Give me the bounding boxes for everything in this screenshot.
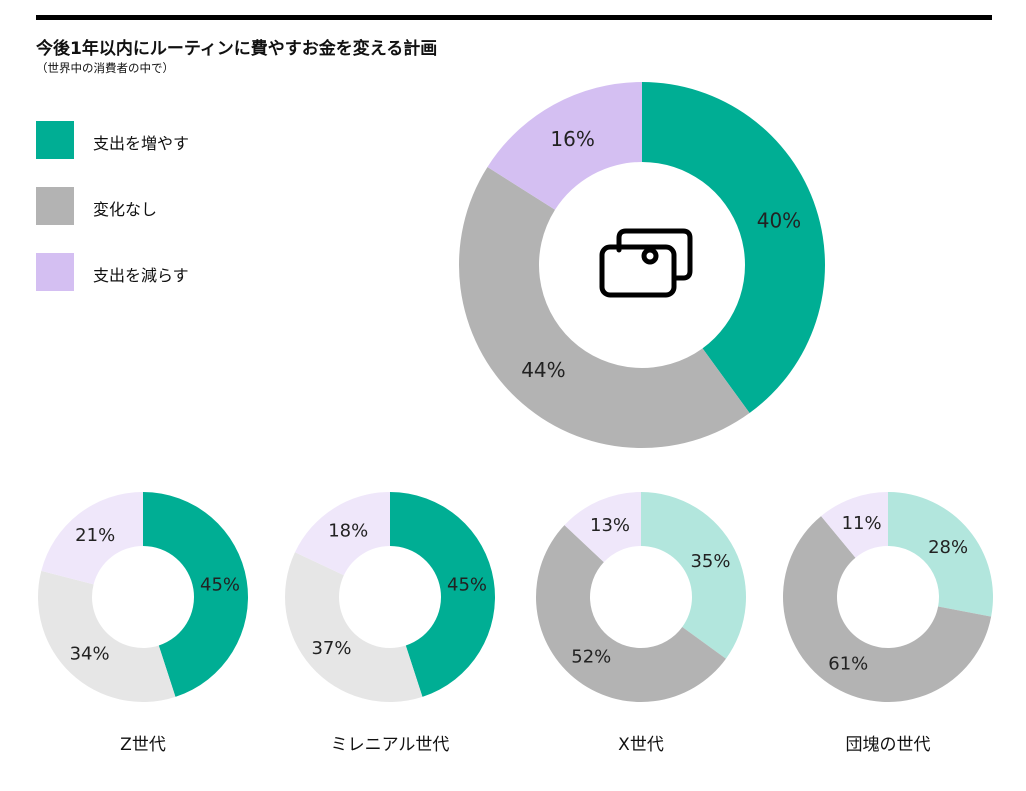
baby-boomers-label-increase: 28%	[928, 537, 968, 558]
gen-x-label-increase: 35%	[690, 551, 730, 572]
millennials-label-no-change: 37%	[311, 638, 351, 659]
money-icon	[599, 228, 693, 298]
chart-subtitle: （世界中の消費者の中で）	[36, 61, 174, 75]
overall-label-increase: 40%	[757, 209, 801, 233]
baby-boomers-slice-increase	[888, 492, 993, 617]
legend-swatch-increase	[36, 121, 74, 159]
gen-x-chart-label: X世代	[618, 735, 664, 755]
legend-label-no-change: 変化なし	[93, 200, 158, 219]
overall-label-no-change: 44%	[521, 358, 565, 382]
overall-slice-decrease	[487, 82, 642, 210]
legend-label-decrease: 支出を減らす	[93, 266, 189, 285]
baby-boomers-label-no-change: 61%	[828, 654, 868, 675]
chart-title: 今後1年以内にルーティンに費やすお金を変える計画	[36, 39, 438, 59]
gen-x-label-no-change: 52%	[571, 647, 611, 668]
legend-label-increase: 支出を増やす	[93, 134, 190, 153]
overall-slice-increase	[642, 82, 825, 414]
top-rule	[36, 15, 992, 20]
gen-z-slice-decrease	[41, 492, 143, 585]
baby-boomers-label-decrease: 11%	[842, 513, 882, 534]
overall-label-decrease: 16%	[550, 127, 594, 151]
gen-z-slice-increase	[143, 492, 249, 697]
millennials-slice-increase	[390, 492, 496, 697]
millennials-chart-label: ミレニアル世代	[331, 735, 450, 755]
millennials-label-increase: 45%	[447, 574, 487, 595]
gen-x-slice-no-change	[536, 525, 726, 702]
baby-boomers-slice-decrease	[821, 492, 888, 558]
millennials-label-decrease: 18%	[328, 521, 368, 542]
gen-x-label-decrease: 13%	[590, 515, 630, 536]
gen-z-chart-label: Z世代	[120, 735, 166, 755]
gen-z-label-decrease: 21%	[75, 525, 115, 546]
baby-boomers-chart-label: 団塊の世代	[846, 735, 931, 755]
millennials-slice-no-change	[284, 552, 423, 703]
legend-swatch-no-change	[36, 187, 74, 225]
millennials-slice-decrease	[294, 492, 390, 576]
baby-boomers-slice-no-change	[782, 516, 992, 703]
overall-slice-no-change	[458, 166, 750, 449]
gen-x-slice-decrease	[564, 492, 641, 563]
gen-z-slice-no-change	[37, 570, 176, 702]
gen-z-label-increase: 45%	[200, 574, 240, 595]
gen-x-slice-increase	[641, 492, 747, 659]
legend-swatch-decrease	[36, 253, 74, 291]
gen-z-label-no-change: 34%	[70, 643, 110, 664]
